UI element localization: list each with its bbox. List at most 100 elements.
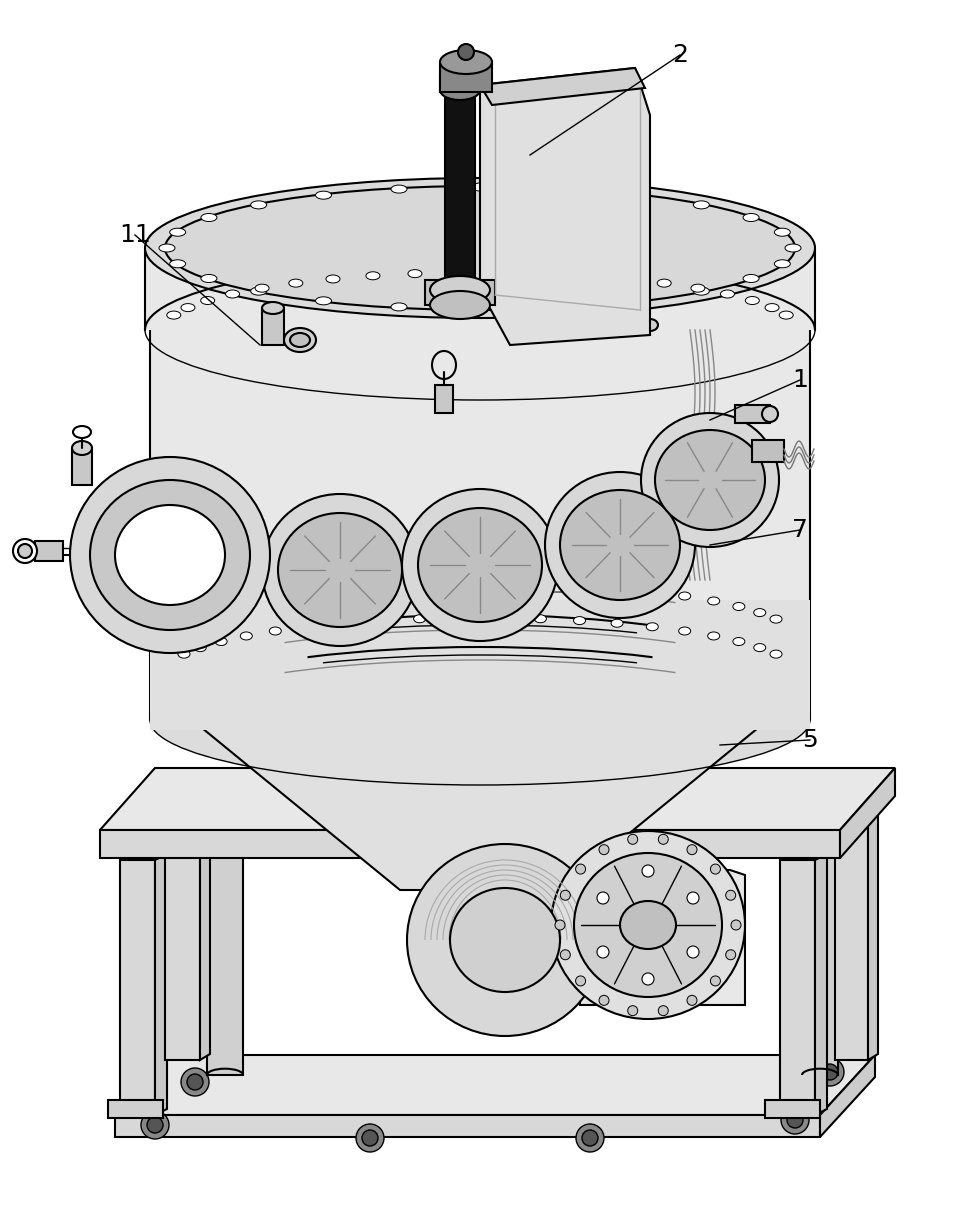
Ellipse shape: [418, 508, 542, 622]
Ellipse shape: [150, 655, 810, 785]
Ellipse shape: [90, 480, 250, 631]
Ellipse shape: [284, 327, 316, 352]
Circle shape: [642, 865, 654, 877]
Ellipse shape: [580, 271, 594, 280]
Ellipse shape: [167, 312, 180, 319]
Circle shape: [731, 920, 741, 930]
Ellipse shape: [693, 287, 709, 296]
Circle shape: [576, 1124, 604, 1152]
Ellipse shape: [641, 413, 779, 547]
Ellipse shape: [391, 185, 407, 193]
Circle shape: [181, 1068, 209, 1096]
Circle shape: [628, 1006, 637, 1015]
Ellipse shape: [194, 609, 206, 617]
Bar: [35, 541, 63, 561]
Ellipse shape: [374, 582, 387, 589]
Ellipse shape: [679, 591, 690, 600]
Ellipse shape: [430, 291, 490, 319]
Polygon shape: [150, 600, 810, 730]
Bar: [440, 75, 480, 90]
Circle shape: [187, 1074, 203, 1090]
Ellipse shape: [165, 186, 795, 310]
Circle shape: [642, 973, 654, 985]
Ellipse shape: [770, 615, 782, 623]
Ellipse shape: [181, 303, 195, 312]
Circle shape: [599, 844, 609, 854]
Circle shape: [141, 1111, 169, 1139]
Polygon shape: [840, 767, 895, 858]
Ellipse shape: [170, 229, 185, 236]
Circle shape: [582, 1130, 598, 1146]
Polygon shape: [155, 854, 167, 1114]
Ellipse shape: [262, 302, 284, 314]
Circle shape: [13, 539, 37, 563]
Ellipse shape: [775, 260, 790, 268]
Ellipse shape: [573, 582, 586, 589]
Ellipse shape: [316, 191, 331, 199]
Circle shape: [458, 44, 474, 60]
Ellipse shape: [494, 269, 509, 276]
Ellipse shape: [743, 214, 759, 221]
Polygon shape: [820, 1055, 875, 1136]
Polygon shape: [780, 860, 815, 1114]
Circle shape: [781, 1106, 809, 1134]
Ellipse shape: [612, 620, 623, 627]
Ellipse shape: [278, 513, 402, 627]
Circle shape: [687, 946, 699, 958]
Ellipse shape: [374, 617, 387, 624]
Polygon shape: [200, 792, 210, 1059]
Circle shape: [576, 864, 586, 874]
Circle shape: [628, 835, 637, 844]
Ellipse shape: [454, 613, 466, 622]
Ellipse shape: [301, 588, 314, 596]
Ellipse shape: [270, 591, 281, 600]
Ellipse shape: [226, 290, 240, 298]
Circle shape: [555, 920, 565, 930]
Ellipse shape: [551, 831, 745, 1019]
Ellipse shape: [326, 275, 340, 284]
Circle shape: [356, 1124, 384, 1152]
Ellipse shape: [743, 275, 759, 282]
Polygon shape: [835, 796, 868, 1059]
Bar: [425, 888, 535, 927]
Ellipse shape: [240, 632, 252, 640]
Circle shape: [822, 1064, 838, 1080]
Ellipse shape: [780, 312, 793, 319]
Polygon shape: [145, 248, 815, 330]
Ellipse shape: [290, 334, 310, 347]
Ellipse shape: [646, 588, 659, 596]
Ellipse shape: [178, 615, 190, 623]
Ellipse shape: [553, 185, 569, 193]
Ellipse shape: [251, 287, 267, 296]
Ellipse shape: [337, 620, 348, 627]
Ellipse shape: [600, 318, 620, 332]
Ellipse shape: [560, 490, 680, 600]
Ellipse shape: [201, 275, 217, 282]
Ellipse shape: [745, 297, 759, 304]
Polygon shape: [580, 870, 745, 1004]
Ellipse shape: [658, 279, 671, 287]
Bar: [430, 285, 490, 306]
Ellipse shape: [402, 489, 558, 642]
Ellipse shape: [494, 579, 506, 587]
Circle shape: [816, 1058, 844, 1086]
Ellipse shape: [732, 602, 745, 611]
Ellipse shape: [612, 584, 623, 593]
Ellipse shape: [620, 901, 676, 949]
Polygon shape: [815, 854, 827, 1114]
Polygon shape: [480, 68, 650, 345]
Circle shape: [687, 892, 699, 904]
Ellipse shape: [574, 853, 722, 997]
Circle shape: [687, 996, 697, 1006]
Polygon shape: [115, 1114, 820, 1136]
Ellipse shape: [251, 200, 267, 209]
Ellipse shape: [430, 276, 490, 304]
Ellipse shape: [679, 627, 690, 635]
Ellipse shape: [732, 638, 745, 645]
Circle shape: [561, 891, 570, 901]
Ellipse shape: [255, 285, 269, 292]
Ellipse shape: [407, 844, 603, 1036]
Polygon shape: [150, 330, 810, 720]
Ellipse shape: [553, 303, 569, 310]
Text: 11: 11: [119, 222, 151, 247]
